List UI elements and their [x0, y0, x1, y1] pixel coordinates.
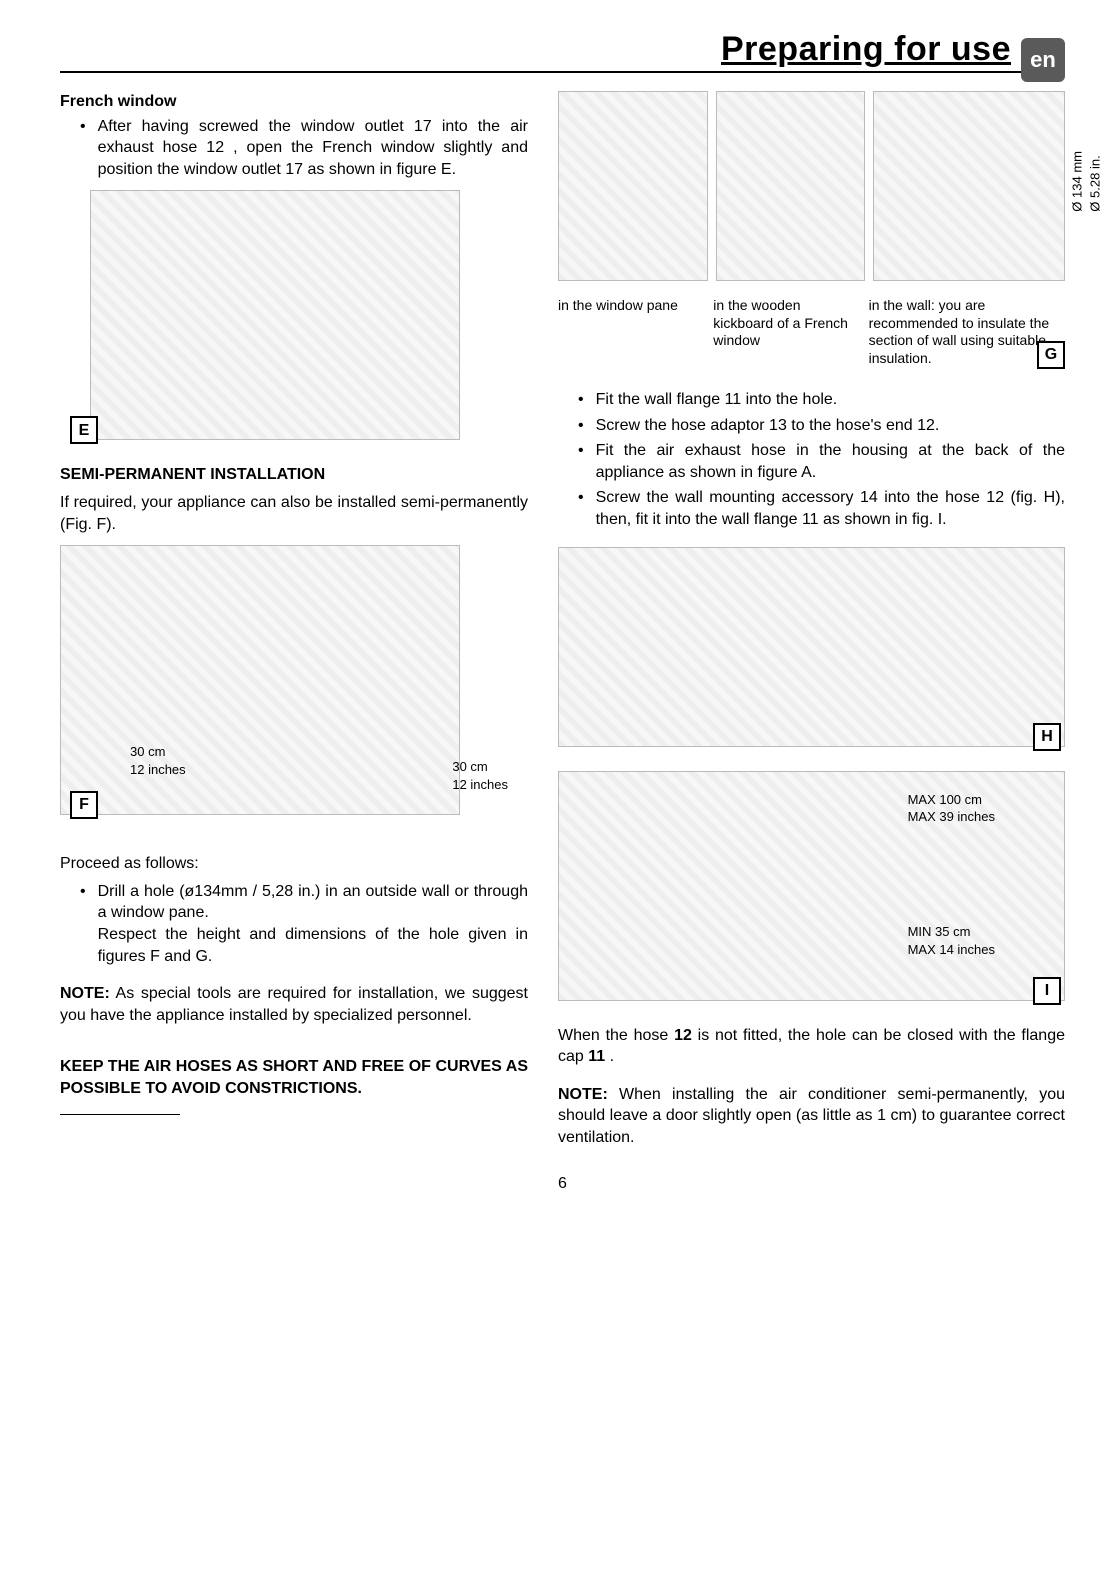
figure-g-3 — [873, 91, 1065, 281]
left-column: French window After having screwed the w… — [60, 91, 528, 1155]
figure-g-cap3-wrap: in the wall: you are recommended to insu… — [869, 297, 1065, 367]
text-french: After having screwed the window outlet 1… — [98, 116, 528, 181]
header-row: Preparing for use en — [60, 30, 1065, 73]
figure-e-label: E — [70, 416, 98, 444]
figure-e-placeholder — [90, 190, 460, 440]
footnote-rule — [60, 1114, 180, 1115]
figure-h-label: H — [1033, 723, 1061, 751]
right-bullets: Fit the wall flange 11 into the hole. Sc… — [558, 389, 1065, 531]
figure-f-dim-right: 30 cm 12 inches — [452, 758, 508, 793]
figure-i-label: I — [1033, 977, 1061, 1005]
figure-f-dim-left: 30 cm 12 inches — [130, 743, 186, 778]
text-proceed: Proceed as follows: — [60, 853, 528, 875]
right-column: Ø 134 mm Ø 5.28 in. in the window pane i… — [558, 91, 1065, 1155]
figure-g-1 — [558, 91, 708, 281]
figure-g-cap3: in the wall: you are recommended to insu… — [869, 297, 1050, 366]
bullet-french: After having screwed the window outlet 1… — [60, 116, 528, 181]
figure-g-2 — [716, 91, 866, 281]
figure-g-captions: in the window pane in the wooden kickboa… — [558, 297, 1065, 367]
page-number: 6 — [60, 1175, 1065, 1193]
heading-semi-permanent: SEMI-PERMANENT INSTALLATION — [60, 464, 528, 486]
figure-h: H — [558, 547, 1065, 755]
figure-g-3-wrap: Ø 134 mm Ø 5.28 in. — [873, 91, 1065, 291]
figure-g-dim: Ø 134 mm Ø 5.28 in. — [1069, 151, 1104, 212]
bullet-r-0: Fit the wall flange 11 into the hole. — [558, 389, 1065, 411]
figure-i-dim-top: MAX 100 cm MAX 39 inches — [908, 791, 995, 826]
lang-badge: en — [1021, 38, 1065, 82]
figure-g-label: G — [1037, 341, 1065, 369]
figure-f: 30 cm 12 inches 30 cm 12 inches F — [60, 545, 528, 823]
content-columns: French window After having screwed the w… — [60, 91, 1065, 1155]
page-title: Preparing for use — [721, 30, 1011, 69]
bullet-r-1: Screw the hose adaptor 13 to the hose's … — [558, 415, 1065, 437]
figure-f-placeholder — [60, 545, 460, 815]
note-1: NOTE: NOTE: As special tools are require… — [60, 983, 528, 1026]
figure-h-placeholder — [558, 547, 1065, 747]
text-drill: Drill a hole (ø134mm / 5,28 in.) in an o… — [98, 881, 528, 967]
figure-i-dim-bottom: MIN 35 cm MAX 14 inches — [908, 923, 995, 958]
text-hose-not-fitted: When the hose 12 is not fitted, the hole… — [558, 1025, 1065, 1068]
heading-french-window: French window — [60, 91, 528, 113]
bullet-r-2: Fit the air exhaust hose in the housing … — [558, 440, 1065, 483]
keep-air-hoses: KEEP THE AIR HOSES AS SHORT AND FREE OF … — [60, 1056, 528, 1099]
figure-f-label: F — [70, 791, 98, 819]
figure-e: E — [60, 190, 528, 448]
bullet-drill: Drill a hole (ø134mm / 5,28 in.) in an o… — [60, 881, 528, 967]
bullet-r-3: Screw the wall mounting accessory 14 int… — [558, 487, 1065, 530]
note-2: NOTE: When installing the air conditione… — [558, 1084, 1065, 1149]
figure-g: Ø 134 mm Ø 5.28 in. — [558, 91, 1065, 291]
figure-i: MAX 100 cm MAX 39 inches MIN 35 cm MAX 1… — [558, 771, 1065, 1009]
figure-g-cap2: in the wooden kickboard of a French wind… — [713, 297, 860, 367]
text-semi: If required, your appliance can also be … — [60, 492, 528, 535]
figure-g-cap1: in the window pane — [558, 297, 705, 367]
